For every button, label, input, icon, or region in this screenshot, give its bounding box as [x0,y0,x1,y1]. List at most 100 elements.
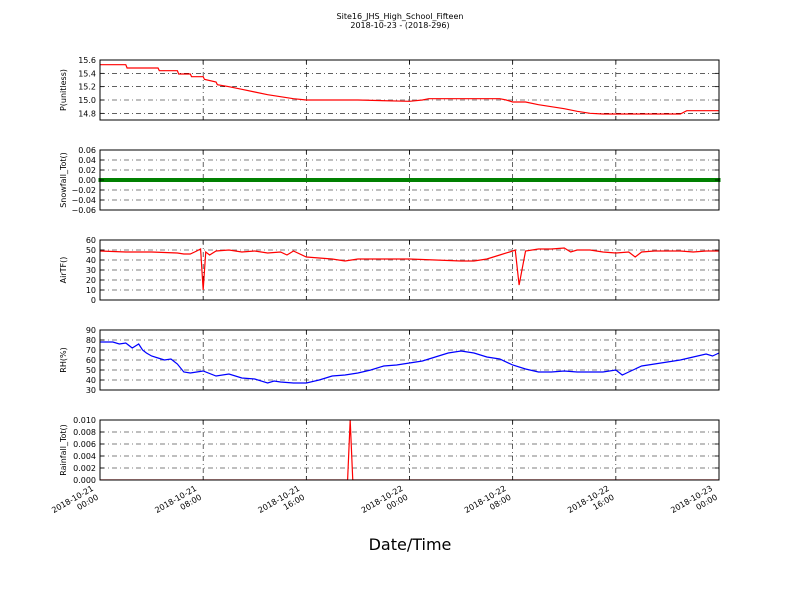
series-marker [427,178,431,182]
series-marker [678,178,682,182]
series-marker [646,178,650,182]
series-marker [369,178,373,182]
series-marker [691,178,695,182]
x-tick-label: 2018-10-2100:00 [50,484,100,524]
series-line-airtemp [100,247,719,291]
y-tick-label: 15.4 [78,69,96,78]
y-tick-label: 0.010 [73,416,96,425]
series-marker [466,178,470,182]
series-marker [588,178,592,182]
chart-title: Site16_JHS_High_School_Fifteen [337,12,464,21]
series-marker [362,178,366,182]
series-line-pressure [100,64,719,115]
series-marker [124,178,128,182]
panels-group: 15.615.415.215.014.8P(unitless)0.060.040… [59,56,721,485]
series-marker [711,178,715,182]
series-marker [285,178,289,182]
series-marker [298,178,302,182]
series-marker [485,178,489,182]
series-marker [633,178,637,182]
y-tick-label: 0.000 [73,476,96,485]
series-marker [665,178,669,182]
series-marker [704,178,708,182]
series-marker [130,178,134,182]
series-marker [685,178,689,182]
series-marker [562,178,566,182]
panel-rainfall: 0.010 0.008 0.006 0.004 0.002 0.000 Rainfall_T… [59,416,720,485]
series-marker [143,178,147,182]
y-axis-label-rainfall: Rainfall_Tot() [59,424,68,476]
series-marker [349,178,353,182]
series-marker [388,178,392,182]
series-marker [150,178,154,182]
chart-subtitle: 2018-10-23 - (2018-296) [350,21,449,30]
y-tick-label: 30 [86,386,96,395]
series-marker [640,178,644,182]
series-marker [156,178,160,182]
x-tick-label: 2018-10-2208:00 [463,484,513,524]
series-marker [517,178,521,182]
series-marker [227,178,231,182]
series-marker [253,178,257,182]
y-tick-label: −0.02 [71,186,96,195]
series-marker [556,178,560,182]
y-tick-label: 70 [86,346,96,355]
series-marker [433,178,437,182]
series-marker [536,178,540,182]
y-tick-label: 60 [86,356,96,365]
series-marker [382,178,386,182]
series-marker [291,178,295,182]
series-marker [620,178,624,182]
series-marker [524,178,528,182]
y-tick-label: 0.008 [73,428,96,437]
series-marker [233,178,237,182]
y-tick-label: 0.04 [78,156,96,165]
series-marker [259,178,263,182]
series-marker [111,178,115,182]
y-axis-label-airtemp: AirTF() [59,257,68,284]
y-tick-label: 15.6 [78,56,96,65]
series-marker [653,178,657,182]
series-marker [549,178,553,182]
series-marker [543,178,547,182]
series-marker [356,178,360,182]
x-tick-label: 2018-10-2200:00 [360,484,410,524]
series-marker [246,178,250,182]
series-marker [569,178,573,182]
series-line-rh [100,341,719,384]
series-marker [266,178,270,182]
x-tick-label: 2018-10-2108:00 [153,484,203,524]
series-marker [240,178,244,182]
x-tick-label: 2018-10-2300:00 [669,484,719,524]
series-marker [582,178,586,182]
y-tick-label: 30 [86,266,96,275]
y-axis-label-rh: RH(%) [59,347,68,372]
series-marker [324,178,328,182]
y-tick-label: 90 [86,326,96,335]
y-axis-label-snowfall: Snowfall_Tot() [59,152,68,208]
series-marker [472,178,476,182]
series-marker [175,178,179,182]
y-tick-label: 15.0 [78,96,96,105]
series-marker [420,178,424,182]
series-marker [491,178,495,182]
series-marker [530,178,534,182]
series-marker [279,178,283,182]
series-marker [311,178,315,182]
y-tick-label: 20 [86,276,96,285]
series-marker [408,178,411,182]
x-axis-label: Date/Time [369,535,452,554]
series-marker [272,178,276,182]
series-marker [401,178,405,182]
series-marker [137,178,141,182]
y-tick-label: 14.8 [78,109,96,118]
series-marker [575,178,579,182]
series-marker [440,178,444,182]
series-marker [304,178,308,182]
series-marker [607,178,611,182]
series-marker [195,178,199,182]
series-marker [221,178,225,182]
y-tick-label: 0.02 [78,166,96,175]
